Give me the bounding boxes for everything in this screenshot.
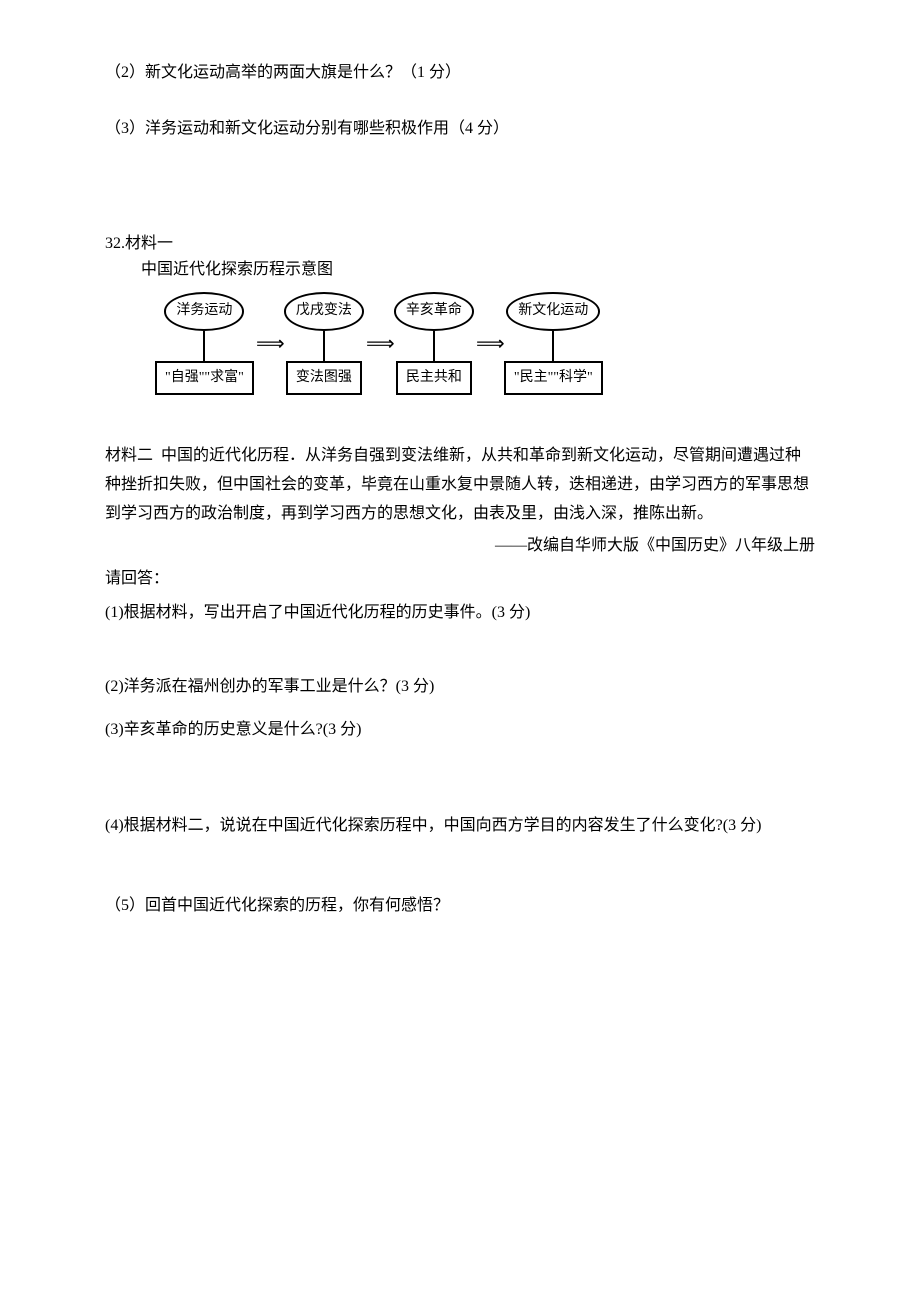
material2-label: 材料二 [105,447,153,464]
double-arrow-icon: ⟹ [366,328,392,360]
rect-node-2: 民主共和 [396,361,472,395]
diagram-title: 中国近代化探索历程示意图 [141,257,815,283]
arrow-2: ⟹ [474,328,504,360]
double-arrow-icon: ⟹ [256,328,282,360]
modernization-flowchart: 洋务运动 "自强""求富" ⟹ 戊戌变法 变法图强 ⟹ 辛亥革命 民主共和 ⟹ … [155,292,805,422]
material2-body: 中国的近代化历程．从洋务自强到变法维新，从共和革命到新文化运动，尽管期间遭遇过种… [105,447,809,522]
answer-prompt: 请回答： [105,566,815,592]
vertical-connector-2 [433,331,435,361]
vertical-connector-0 [203,331,205,361]
section-gap [105,171,815,231]
flow-col-2: 辛亥革命 民主共和 [394,292,474,395]
double-arrow-icon: ⟹ [476,328,502,360]
q32-material1-label: 32.材料一 [105,231,815,257]
ellipse-node-2: 辛亥革命 [394,292,474,330]
rect-node-3: "民主""科学" [504,361,603,395]
material2-source: ——改编自华师大版《中国历史》八年级上册 [105,533,815,559]
q31-sub2: （2）新文化运动高举的两面大旗是什么？（1 分） [105,60,815,86]
q32-sub1: (1)根据材料，写出开启了中国近代化历程的历史事件。(3 分) [105,600,815,626]
arrow-0: ⟹ [254,328,284,360]
vertical-connector-3 [552,331,554,361]
flow-col-0: 洋务运动 "自强""求富" [155,292,254,395]
q32-sub3: (3)辛亥革命的历史意义是什么?(3 分) [105,717,815,743]
material2-paragraph: 材料二 中国的近代化历程．从洋务自强到变法维新，从共和革命到新文化运动，尽管期间… [105,442,815,528]
vertical-connector-1 [323,331,325,361]
q31-sub3: （3）洋务运动和新文化运动分别有哪些积极作用（4 分） [105,116,815,142]
flowchart-top-row: 洋务运动 "自强""求富" ⟹ 戊戌变法 变法图强 ⟹ 辛亥革命 民主共和 ⟹ … [155,292,805,395]
ellipse-node-1: 戊戌变法 [284,292,364,330]
rect-node-0: "自强""求富" [155,361,254,395]
flow-col-1: 戊戌变法 变法图强 [284,292,364,395]
arrow-1: ⟹ [364,328,394,360]
flow-col-3: 新文化运动 "民主""科学" [504,292,603,395]
q32-sub4: (4)根据材料二，说说在中国近代化探索历程中，中国向西方学目的内容发生了什么变化… [105,813,815,839]
q32-sub2: (2)洋务派在福州创办的军事工业是什么？(3 分) [105,674,815,700]
ellipse-node-3: 新文化运动 [506,292,600,330]
rect-node-1: 变法图强 [286,361,362,395]
q32-sub5: （5）回首中国近代化探索的历程，你有何感悟？ [105,893,815,919]
ellipse-node-0: 洋务运动 [164,292,244,330]
